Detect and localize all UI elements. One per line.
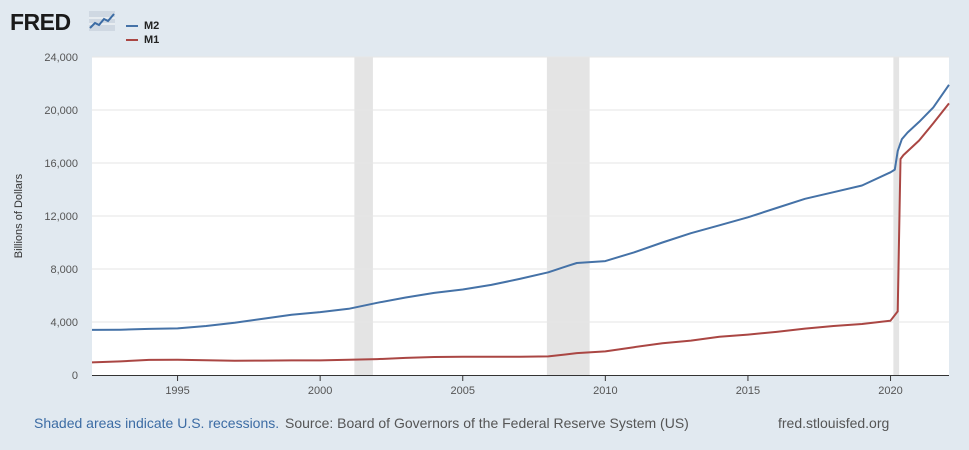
series-lines (91, 84, 950, 364)
x-tick-label: 2010 (593, 385, 617, 397)
legend-swatch (126, 39, 138, 41)
y-axis-title: Billions of Dollars (13, 173, 25, 258)
legend-swatch (126, 25, 138, 27)
y-tick-label: 8,000 (50, 264, 78, 276)
x-tick-label: 1995 (165, 385, 189, 397)
y-tick-label: 12,000 (44, 211, 78, 223)
x-tick-label: 2020 (878, 385, 902, 397)
x-tick-label: 2000 (308, 385, 332, 397)
legend-item-m1[interactable]: M1 (126, 33, 159, 47)
line-chart-icon (89, 11, 115, 31)
legend: M2 M1 (126, 19, 159, 47)
legend-item-m2[interactable]: M2 (126, 19, 159, 33)
series-line-m1 (91, 102, 950, 364)
y-axis: 0 4,000 8,000 12,000 16,000 20,000 24,000 (44, 52, 78, 382)
chart: 1995 2000 2005 2010 2015 2020 0 4,000 8,000 12,0… (13, 52, 950, 397)
y-tick-label: 0 (72, 370, 78, 382)
y-tick-label: 4,000 (50, 317, 78, 329)
footer: Shaded areas indicate U.S. recessions. S… (0, 415, 969, 435)
recession-note-link[interactable]: Shaded areas indicate U.S. recessions. (34, 415, 280, 431)
site-url[interactable]: fred.stlouisfed.org (778, 415, 890, 431)
y-tick-label: 20,000 (44, 105, 78, 117)
legend-label: M2 (144, 20, 160, 32)
gridlines (92, 56, 949, 323)
x-axis: 1995 2000 2005 2010 2015 2020 (92, 375, 949, 397)
series-line-m2 (91, 84, 950, 331)
legend-label: M1 (144, 34, 160, 46)
source-text: Source: Board of Governors of the Federa… (285, 415, 689, 431)
fred-logo-text: FRED (10, 9, 71, 35)
y-tick-label: 24,000 (44, 52, 78, 64)
y-tick-label: 16,000 (44, 158, 78, 170)
x-tick-label: 2015 (736, 385, 760, 397)
x-tick-label: 2005 (451, 385, 475, 397)
